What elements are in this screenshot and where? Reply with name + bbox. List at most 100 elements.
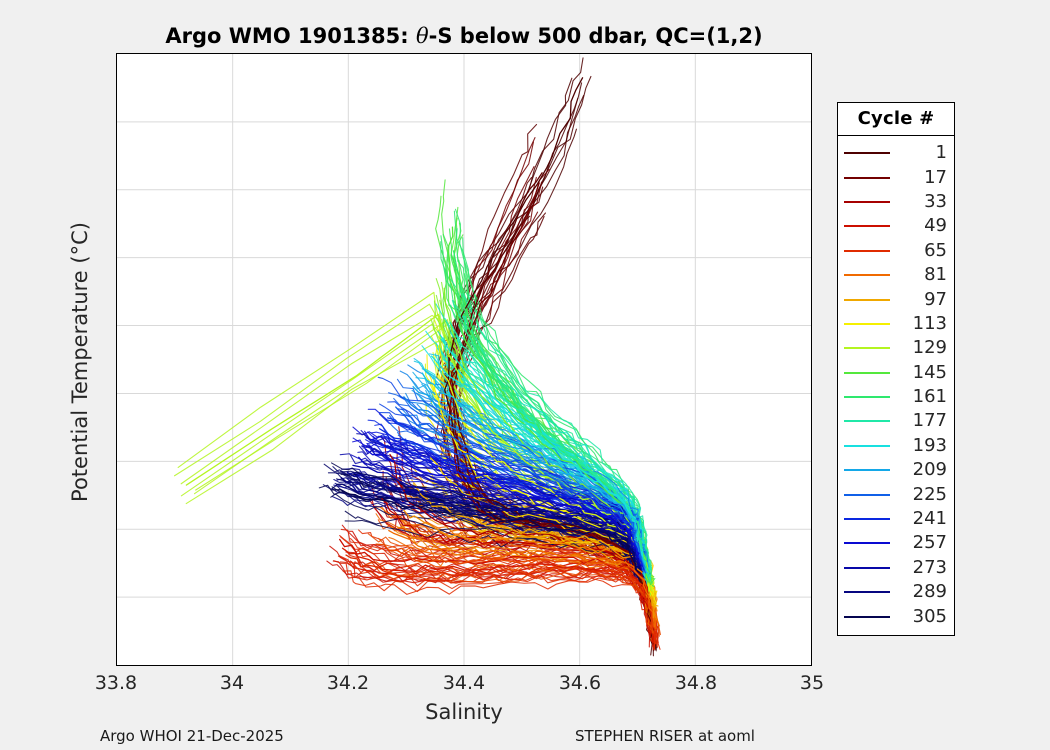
x-tick-label: 34.4 bbox=[442, 672, 486, 694]
legend-item[interactable]: 305 bbox=[838, 604, 954, 628]
legend-item[interactable]: 177 bbox=[838, 409, 954, 433]
profile-line bbox=[331, 489, 640, 573]
x-tick-label: 35 bbox=[799, 672, 825, 694]
legend-item-label: 209 bbox=[912, 459, 947, 481]
legend-item-label: 129 bbox=[912, 337, 947, 359]
legend-item-label: 81 bbox=[924, 264, 947, 286]
legend-item[interactable]: 113 bbox=[838, 312, 954, 336]
gridlines bbox=[117, 54, 811, 665]
legend-color-swatch bbox=[844, 420, 890, 423]
chart-title-suffix: -S below 500 dbar, QC=(1,2) bbox=[428, 24, 763, 48]
profile-line bbox=[336, 483, 641, 571]
legend-item[interactable]: 241 bbox=[838, 507, 954, 531]
legend-color-swatch bbox=[844, 615, 890, 618]
plot-area[interactable] bbox=[116, 53, 812, 666]
legend-color-swatch bbox=[844, 493, 890, 496]
profile-line bbox=[340, 476, 641, 567]
legend-item[interactable]: 97 bbox=[838, 287, 954, 311]
legend-color-swatch bbox=[844, 225, 890, 228]
profile-line bbox=[440, 338, 649, 575]
legend-item-label: 49 bbox=[924, 215, 947, 237]
legend-color-swatch bbox=[844, 444, 890, 447]
legend-color-swatch bbox=[844, 249, 890, 252]
profile-line bbox=[365, 448, 642, 567]
legend-color-swatch bbox=[844, 371, 890, 374]
footer-left-text: Argo WHOI 21-Dec-2025 bbox=[100, 727, 284, 745]
legend-color-swatch bbox=[844, 298, 890, 301]
legend-item-label: 65 bbox=[924, 239, 947, 261]
x-tick-label: 34 bbox=[219, 672, 245, 694]
theta-s-scatter-lines bbox=[117, 54, 811, 665]
legend-item[interactable]: 17 bbox=[838, 165, 954, 189]
legend-color-swatch bbox=[844, 152, 890, 155]
legend-item-label: 225 bbox=[912, 483, 947, 505]
chart-title: Argo WMO 1901385: θ-S below 500 dbar, QC… bbox=[116, 24, 812, 48]
y-axis-title: Potential Temperature (°C) bbox=[68, 222, 92, 502]
legend-color-swatch bbox=[844, 591, 890, 594]
profile-line bbox=[341, 547, 654, 644]
legend-color-swatch bbox=[844, 274, 890, 277]
x-tick-label: 34.2 bbox=[326, 672, 370, 694]
legend-item-label: 273 bbox=[912, 556, 947, 578]
x-tick-label: 33.8 bbox=[94, 672, 138, 694]
profile-line bbox=[449, 321, 651, 582]
legend-item[interactable]: 209 bbox=[838, 458, 954, 482]
legend-item-label: 177 bbox=[912, 410, 947, 432]
legend-item[interactable]: 129 bbox=[838, 336, 954, 360]
legend-item-label: 145 bbox=[912, 361, 947, 383]
legend-item[interactable]: 49 bbox=[838, 214, 954, 238]
legend-item-label: 97 bbox=[924, 288, 947, 310]
legend-color-swatch bbox=[844, 176, 890, 179]
legend-box[interactable]: Cycle # 1 17 33 49 65 81 97 113 129 145 161 177 193 2… bbox=[837, 102, 955, 636]
profile-line bbox=[375, 543, 654, 634]
legend-item-label: 161 bbox=[912, 386, 947, 408]
legend-color-swatch bbox=[844, 469, 890, 472]
legend-item[interactable]: 1 bbox=[838, 141, 954, 165]
legend-item-label: 305 bbox=[912, 605, 947, 627]
legend-color-swatch bbox=[844, 200, 890, 203]
legend-item[interactable]: 161 bbox=[838, 385, 954, 409]
legend-item-label: 257 bbox=[912, 532, 947, 554]
legend-item-label: 241 bbox=[912, 508, 947, 530]
legend-item-label: 289 bbox=[912, 581, 947, 603]
data-series-group bbox=[174, 57, 661, 657]
legend-item-label: 113 bbox=[912, 312, 947, 334]
profile-line bbox=[395, 406, 647, 574]
profile-line bbox=[365, 561, 655, 642]
profile-line bbox=[403, 396, 646, 575]
legend-title: Cycle # bbox=[838, 103, 954, 136]
legend-item[interactable]: 289 bbox=[838, 580, 954, 604]
legend-color-swatch bbox=[844, 347, 890, 350]
profile-line bbox=[462, 293, 651, 576]
legend-color-swatch bbox=[844, 518, 890, 521]
x-tick-label: 34.8 bbox=[674, 672, 718, 694]
legend-item[interactable]: 145 bbox=[838, 361, 954, 385]
profile-line bbox=[358, 576, 661, 650]
x-axis-title: Salinity bbox=[425, 700, 503, 724]
legend-item[interactable]: 193 bbox=[838, 434, 954, 458]
profile-line bbox=[388, 529, 655, 628]
profile-line bbox=[330, 493, 638, 573]
x-tick-label: 34.6 bbox=[558, 672, 602, 694]
theta-symbol: θ bbox=[415, 24, 429, 48]
profile-line bbox=[378, 428, 645, 571]
legend-item[interactable]: 33 bbox=[838, 190, 954, 214]
chart-title-prefix: Argo WMO 1901385: bbox=[165, 24, 416, 48]
legend-item[interactable]: 81 bbox=[838, 263, 954, 287]
legend-item[interactable]: 273 bbox=[838, 556, 954, 580]
legend-item[interactable]: 65 bbox=[838, 239, 954, 263]
legend-entries: 1 17 33 49 65 81 97 113 129 145 161 177 193 209 225 241… bbox=[838, 136, 954, 635]
legend-color-swatch bbox=[844, 542, 890, 545]
legend-color-swatch bbox=[844, 322, 890, 325]
legend-item-label: 17 bbox=[924, 166, 947, 188]
legend-item-label: 193 bbox=[912, 434, 947, 456]
footer-right-text: STEPHEN RISER at aoml bbox=[575, 727, 755, 745]
legend-item[interactable]: 257 bbox=[838, 531, 954, 555]
profile-line bbox=[454, 304, 649, 577]
legend-item-label: 33 bbox=[924, 190, 947, 212]
legend-item-label: 1 bbox=[935, 142, 947, 164]
legend-color-swatch bbox=[844, 396, 890, 399]
profile-line bbox=[345, 554, 656, 650]
legend-item[interactable]: 225 bbox=[838, 482, 954, 506]
